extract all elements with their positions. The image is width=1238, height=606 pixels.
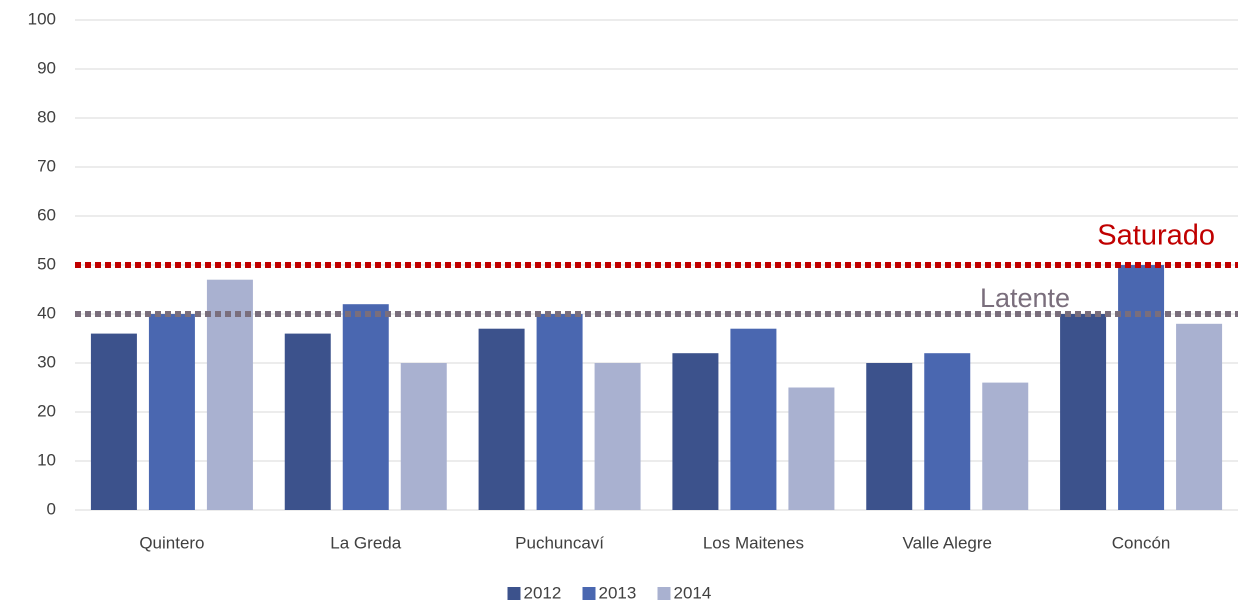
bar	[206, 279, 253, 510]
y-tick-label: 100	[28, 9, 56, 28]
bar	[1118, 265, 1165, 510]
y-tick-label: 70	[37, 156, 56, 175]
legend-swatch	[582, 587, 596, 600]
bar	[730, 328, 777, 510]
bar	[90, 333, 137, 510]
y-tick-label: 20	[37, 401, 56, 420]
x-tick-label: Valle Alegre	[903, 533, 992, 552]
reference-label: Latente	[980, 283, 1070, 313]
legend-label: 2013	[599, 583, 637, 602]
bar	[536, 314, 583, 510]
bar	[1060, 314, 1107, 510]
x-tick-label: Los Maitenes	[703, 533, 804, 552]
x-tick-label: La Greda	[330, 533, 401, 552]
y-tick-label: 50	[37, 254, 56, 273]
y-tick-label: 0	[47, 499, 56, 518]
y-tick-label: 90	[37, 58, 56, 77]
bar	[1176, 323, 1223, 510]
bar	[924, 353, 971, 510]
legend-swatch	[657, 587, 671, 600]
bar	[284, 333, 331, 510]
x-tick-label: Puchuncaví	[515, 533, 604, 552]
legend-swatch	[507, 587, 521, 600]
y-tick-label: 40	[37, 303, 56, 322]
y-tick-label: 60	[37, 205, 56, 224]
legend-label: 2012	[524, 583, 562, 602]
x-tick-label: Quintero	[139, 533, 204, 552]
bar	[148, 314, 195, 510]
bar	[342, 304, 389, 510]
bar	[594, 363, 641, 510]
reference-label: Saturado	[1097, 220, 1215, 252]
bar	[478, 328, 525, 510]
y-tick-label: 80	[37, 107, 56, 126]
bar	[672, 353, 719, 510]
legend-label: 2014	[674, 583, 712, 602]
x-tick-label: Concón	[1112, 533, 1171, 552]
bar	[788, 387, 835, 510]
bar	[400, 363, 447, 510]
bar	[982, 382, 1029, 510]
y-tick-label: 10	[37, 450, 56, 469]
y-tick-label: 30	[37, 352, 56, 371]
bar	[866, 363, 913, 510]
